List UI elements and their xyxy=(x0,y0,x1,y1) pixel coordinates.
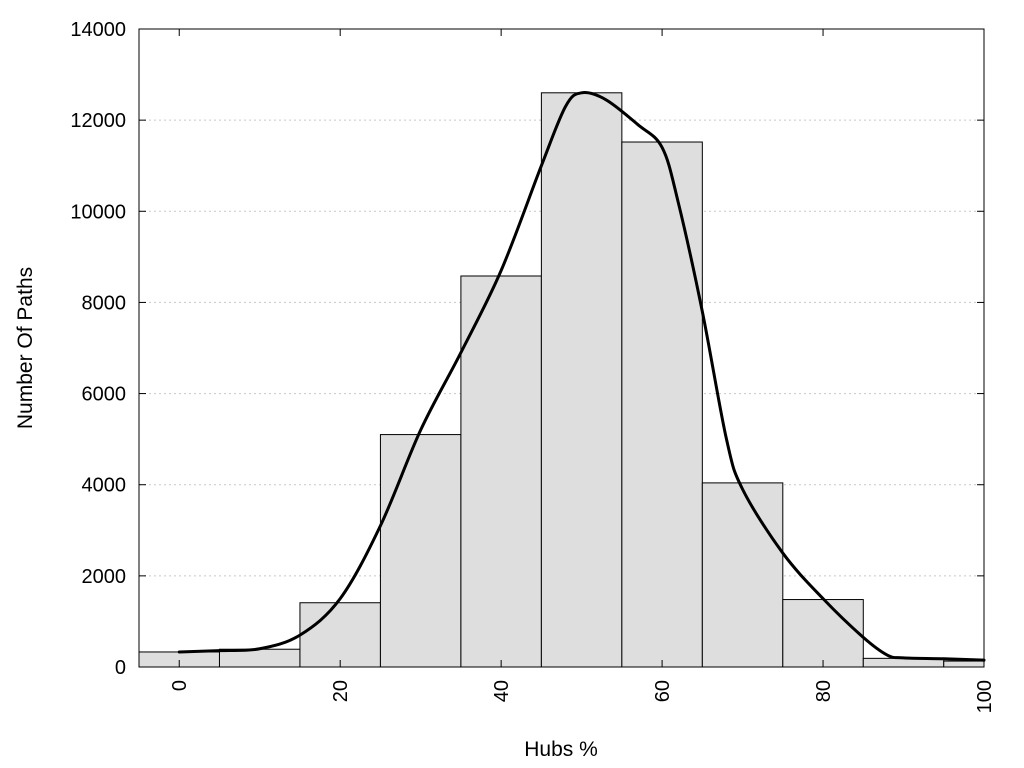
x-tick-label: 0 xyxy=(169,680,191,691)
histogram-bar xyxy=(299,602,381,668)
density-curve xyxy=(177,91,986,662)
x-tick-label: 100 xyxy=(974,680,996,713)
x-axis-ticks: 0 20 40 60 80 100 xyxy=(169,29,996,713)
y-tick-label: 0 xyxy=(115,657,126,679)
y-axis-title: Number Of Paths xyxy=(14,267,37,429)
x-tick-label: 60 xyxy=(652,680,674,702)
y-tick-label: 8000 xyxy=(82,292,127,314)
plot-frame xyxy=(138,28,985,668)
histogram-bar xyxy=(782,599,864,668)
histogram-bar xyxy=(540,92,623,668)
x-tick-label: 20 xyxy=(330,680,352,702)
y-tick-label: 6000 xyxy=(82,384,127,406)
histogram-bar xyxy=(943,660,985,668)
y-axis-ticks: 0 2000 4000 6000 8000 10000 12000 14000 xyxy=(70,19,984,679)
histogram-bar xyxy=(701,482,784,668)
x-axis-title: Hubs % xyxy=(524,738,598,761)
histogram-bar xyxy=(621,141,703,668)
histogram-bars xyxy=(138,92,985,668)
y-tick-label: 12000 xyxy=(70,110,126,132)
gridlines xyxy=(139,119,984,577)
y-tick-label: 2000 xyxy=(82,566,127,588)
histogram-bar xyxy=(460,275,542,668)
y-tick-label: 14000 xyxy=(70,19,126,41)
x-tick-label: 80 xyxy=(813,680,835,702)
histogram-bar xyxy=(379,434,462,668)
y-tick-label: 4000 xyxy=(82,475,127,497)
x-tick-label: 40 xyxy=(491,680,513,702)
y-tick-label: 10000 xyxy=(70,201,126,223)
